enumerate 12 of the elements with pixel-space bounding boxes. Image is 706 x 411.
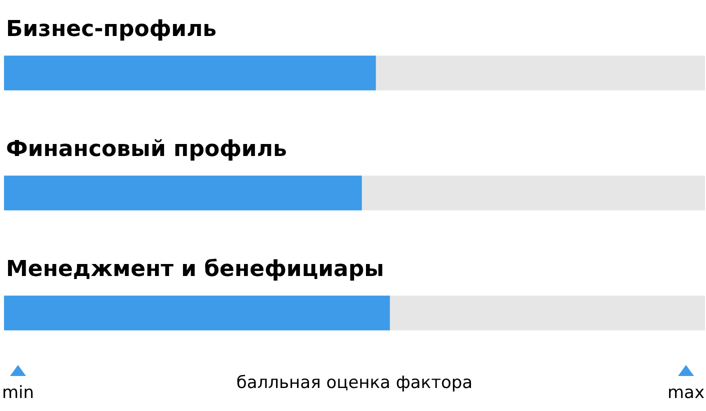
bar <box>4 176 362 210</box>
x-axis-title: балльная оценка фактора <box>236 373 473 393</box>
y-tick-label: Бизнес-профиль <box>6 17 217 42</box>
bar <box>361 176 705 210</box>
y-tick-label: Менеджмент и бенефициары <box>6 257 384 282</box>
text: max <box>667 383 705 403</box>
bar <box>4 56 376 90</box>
bar <box>375 56 705 90</box>
bar <box>4 296 390 330</box>
bar <box>389 296 705 330</box>
text: min <box>2 383 34 403</box>
y-tick-label: Финансовый профиль <box>6 137 287 162</box>
